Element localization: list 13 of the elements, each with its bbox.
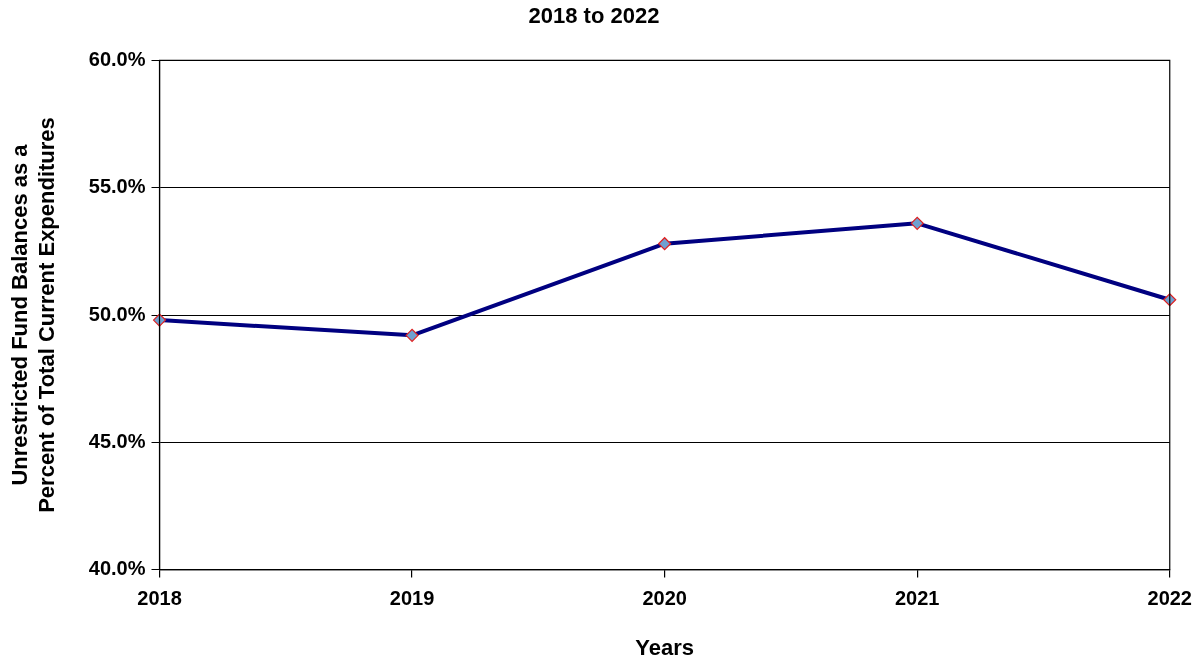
x-tick-label: 2020 (642, 587, 687, 610)
y-tick-label: 45.0% (88, 429, 146, 452)
x-tick-label: 2019 (389, 587, 435, 610)
x-tick-label: 2022 (1147, 587, 1192, 610)
chart-title: 2018 to 2022 (528, 3, 660, 29)
y-tick-label: 40.0% (88, 557, 146, 580)
y-tick-label: 55.0% (88, 175, 146, 198)
y-tick-label: 50.0% (88, 302, 146, 325)
y-axis-title: Unrestricted Fund Balances as a Percent of Total Current Expenditures (7, 117, 59, 513)
x-tick-label: 2018 (137, 587, 182, 610)
y-tick-label: 60.0% (88, 47, 146, 70)
x-tick-label: 2021 (894, 587, 940, 610)
x-axis-title: Years (635, 634, 694, 660)
